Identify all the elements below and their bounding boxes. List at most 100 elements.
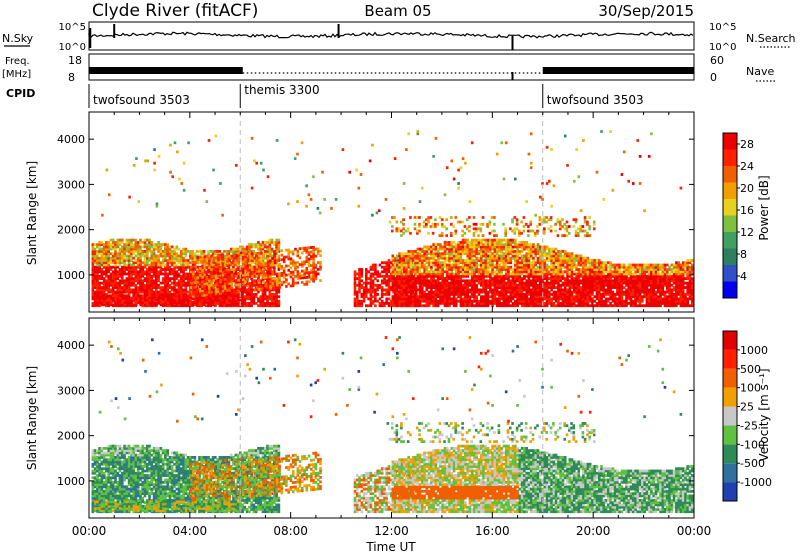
- echo-cell: [391, 263, 395, 267]
- echo-cell: [225, 256, 228, 260]
- echo-cell: [504, 238, 508, 242]
- echo-cell: [466, 256, 469, 260]
- echo-cell: [225, 303, 229, 307]
- echo-cell: [226, 268, 229, 272]
- echo-cell: [491, 272, 494, 276]
- echo-cell: [269, 268, 272, 272]
- echo-cell: [452, 274, 456, 278]
- echo-cell: [252, 243, 256, 246]
- echo-cell: [189, 296, 192, 300]
- echo-cell: [102, 245, 106, 249]
- echo-cell: [466, 286, 469, 289]
- echo-cell: [139, 238, 142, 242]
- echo-cell: [168, 252, 172, 256]
- echo-cell: [127, 277, 131, 280]
- echo-cell: [491, 252, 494, 256]
- echo-cell: [403, 259, 407, 262]
- echo-cell: [307, 246, 311, 250]
- echo-cell: [491, 281, 494, 285]
- echo-cell: [498, 247, 501, 251]
- echo-cell: [414, 279, 417, 283]
- echo-cell: [182, 301, 186, 304]
- echo-cell: [244, 255, 247, 259]
- echo-cell: [227, 250, 231, 253]
- echo-cell: [184, 277, 188, 280]
- echo-cell: [310, 268, 313, 272]
- echo-cell: [246, 284, 250, 288]
- echo-cell: [153, 294, 156, 298]
- echo-cell: [457, 263, 460, 267]
- echo-cell: [263, 256, 267, 260]
- echo-cell: [374, 297, 377, 301]
- echo-cell: [203, 257, 206, 261]
- echo-cell: [267, 259, 270, 263]
- echo-cell: [152, 243, 156, 246]
- echo-cell: [248, 261, 251, 265]
- echo-cell: [96, 263, 99, 267]
- echo-cell: [376, 272, 379, 276]
- echo-cell: [511, 283, 515, 287]
- echo-cell: [523, 243, 526, 246]
- echo-cell: [529, 290, 533, 294]
- echo-cell: [186, 277, 190, 280]
- echo-cell: [434, 265, 438, 269]
- echo-cell: [393, 270, 397, 274]
- echo-cell: [498, 279, 501, 283]
- echo-cell: [358, 304, 361, 308]
- echo-cell: [398, 263, 401, 267]
- echo-cell: [180, 279, 183, 283]
- echo-cell: [550, 274, 553, 278]
- echo-cell: [362, 297, 366, 301]
- echo-cell: [182, 261, 185, 265]
- echo-cell: [493, 288, 497, 292]
- echo-cell: [191, 303, 195, 307]
- echo-cell: [203, 291, 206, 295]
- echo-cell: [532, 277, 535, 280]
- echo-cell: [432, 283, 435, 287]
- echo-cell: [159, 261, 163, 265]
- echo-cell: [468, 256, 472, 260]
- echo-cell: [548, 254, 551, 258]
- echo-cell: [464, 288, 467, 292]
- echo-cell: [319, 254, 322, 257]
- echo-cell: [502, 268, 506, 271]
- echo-cell: [127, 263, 131, 267]
- echo-cell: [207, 254, 210, 258]
- echo-cell: [239, 288, 242, 292]
- echo-cell: [439, 272, 442, 276]
- echo-cell: [216, 286, 219, 289]
- echo-cell: [127, 293, 131, 296]
- echo-cell: [144, 294, 147, 298]
- echo-cell: [436, 261, 440, 265]
- echo-cell: [468, 302, 472, 305]
- echo-cell: [166, 286, 169, 289]
- echo-cell: [203, 284, 206, 288]
- echo-cell: [425, 265, 429, 269]
- echo-cell: [193, 301, 197, 304]
- echo-cell: [116, 294, 120, 298]
- echo-cell: [132, 277, 135, 280]
- echo-cell: [482, 259, 485, 262]
- echo-cell: [270, 265, 274, 269]
- echo-cell: [439, 270, 442, 274]
- echo-cell: [534, 247, 537, 251]
- echo-cell: [450, 265, 454, 269]
- echo-cell: [143, 263, 147, 267]
- echo-cell: [539, 299, 542, 303]
- echo-cell: [414, 288, 417, 292]
- echo-cell: [148, 279, 151, 283]
- echo-cell: [443, 243, 447, 246]
- echo-cell: [409, 254, 413, 258]
- echo-cell: [127, 281, 131, 285]
- echo-cell: [360, 286, 364, 289]
- echo-cell: [477, 288, 481, 292]
- echo-cell: [367, 277, 370, 280]
- echo-cell: [252, 302, 256, 305]
- echo-cell: [527, 277, 531, 280]
- echo-cell: [125, 241, 129, 244]
- echo-cell: [105, 245, 108, 249]
- echo-cell: [216, 265, 219, 269]
- echo-cell: [552, 263, 556, 267]
- echo-cell: [520, 256, 524, 260]
- echo-cell: [141, 303, 145, 307]
